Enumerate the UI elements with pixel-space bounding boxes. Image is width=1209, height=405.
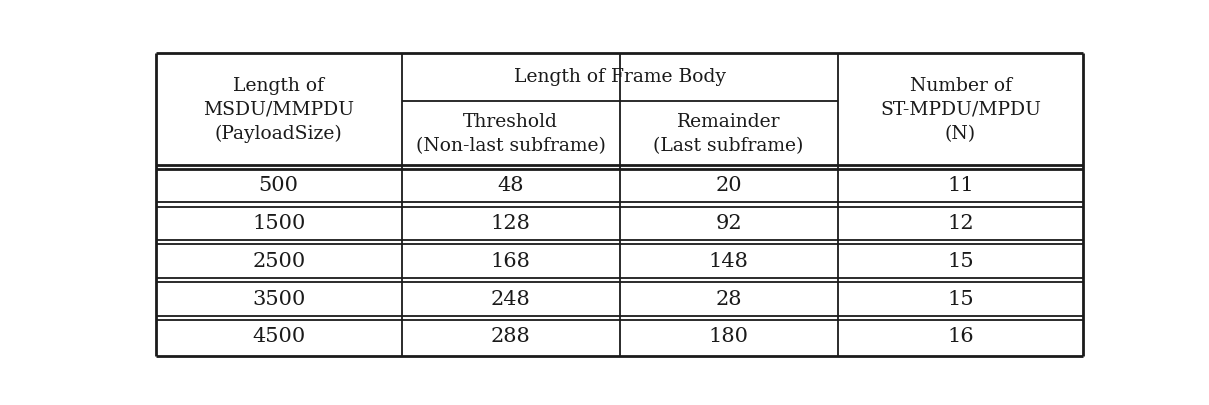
Text: 128: 128	[491, 214, 531, 233]
Text: 15: 15	[947, 252, 973, 271]
Text: 15: 15	[947, 290, 973, 309]
Text: 1500: 1500	[251, 214, 306, 233]
Text: 2500: 2500	[253, 252, 306, 271]
Text: 500: 500	[259, 176, 299, 195]
Text: 12: 12	[947, 214, 973, 233]
Text: Length of
MSDU/MMPDU
(PayloadSize): Length of MSDU/MMPDU (PayloadSize)	[203, 77, 354, 143]
Text: Remainder
(Last subframe): Remainder (Last subframe)	[653, 113, 804, 155]
Text: Number of
ST-MPDU/MPDU
(N): Number of ST-MPDU/MPDU (N)	[880, 77, 1041, 143]
Text: 168: 168	[491, 252, 531, 271]
Text: 28: 28	[716, 290, 742, 309]
Text: 148: 148	[708, 252, 748, 271]
Text: 16: 16	[947, 327, 973, 346]
Text: 4500: 4500	[253, 327, 306, 346]
Text: 20: 20	[716, 176, 742, 195]
Text: 11: 11	[947, 176, 974, 195]
Text: 288: 288	[491, 327, 531, 346]
Text: 48: 48	[497, 176, 523, 195]
Text: Threshold
(Non-last subframe): Threshold (Non-last subframe)	[416, 113, 606, 155]
Text: 92: 92	[716, 214, 742, 233]
Text: 248: 248	[491, 290, 531, 309]
Text: 180: 180	[708, 327, 748, 346]
Text: 3500: 3500	[251, 290, 306, 309]
Text: Length of Frame Body: Length of Frame Body	[514, 68, 725, 86]
